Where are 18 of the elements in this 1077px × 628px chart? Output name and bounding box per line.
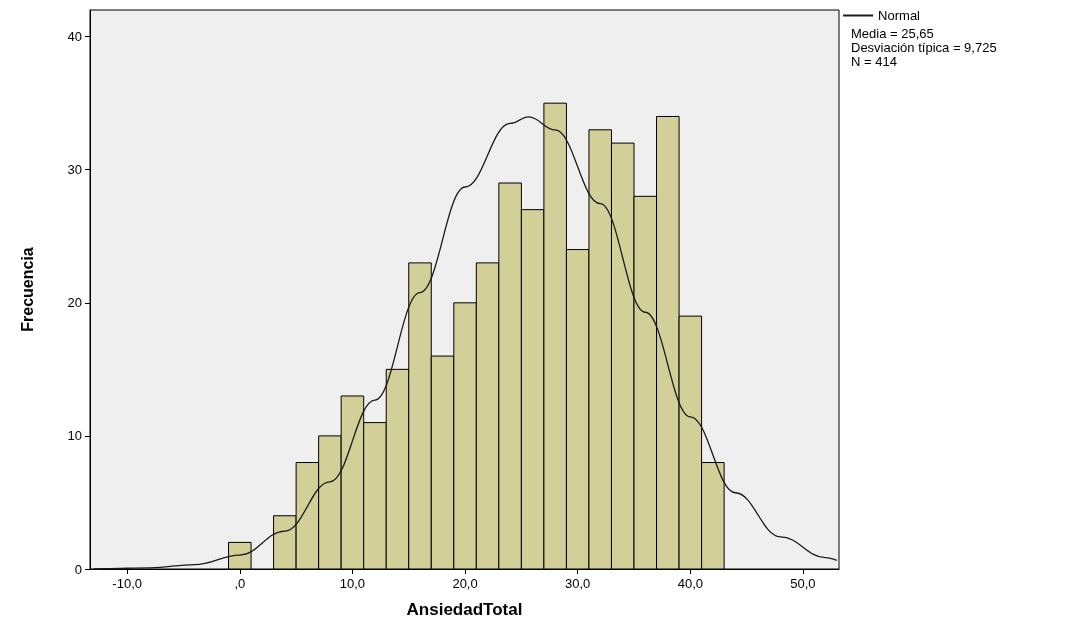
legend-label: Normal (878, 8, 921, 23)
x-tick-label: 40,0 (677, 576, 703, 591)
x-tick-label: 30,0 (565, 576, 591, 591)
text: Media = 25,65 (851, 26, 934, 41)
y-tick-label: 30 (67, 162, 82, 178)
y-tick-label: 20 (67, 295, 82, 311)
text: Desviación típica = 9,725 (851, 40, 997, 55)
y-axis-title: Frecuencia (18, 247, 36, 332)
y-tick-label: 0 (74, 561, 82, 577)
x-tick-label: 10,0 (339, 576, 366, 591)
text: N = 414 (851, 54, 897, 69)
x-axis-title: AnsiedadTotal (406, 600, 523, 619)
x-tick-label: ,0 (234, 576, 246, 591)
y-tick-label: 40 (67, 29, 82, 45)
x-tick-label: -10,0 (112, 576, 142, 591)
y-tick-label: 10 (67, 428, 82, 444)
x-tick-label: 50,0 (790, 576, 816, 591)
x-tick-label: 20,0 (452, 576, 478, 591)
